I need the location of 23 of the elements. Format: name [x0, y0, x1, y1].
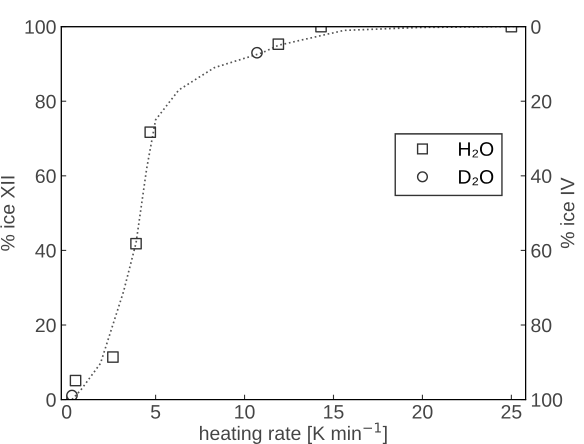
- y-tick-label: 20: [36, 318, 56, 332]
- y-tick-label: 80: [36, 94, 56, 108]
- y-tick-label: 100: [26, 20, 56, 34]
- legend-label: H₂O: [459, 142, 494, 158]
- y-tick-label: 0: [46, 393, 56, 407]
- y2-tick-label: 0: [531, 20, 541, 34]
- y-tick-label: 60: [36, 169, 56, 184]
- y-tick-label: 40: [35, 244, 56, 258]
- y2-axis-title: % ice IV: [560, 178, 574, 248]
- x-tick-label: 25: [502, 404, 522, 419]
- x-axis-title: heating rate [K min$^{−1}$]: [200, 422, 387, 444]
- x-tick-label: 15: [324, 405, 344, 419]
- x-tick-label: 10: [235, 404, 255, 419]
- y-axis-title: % ice XII: [0, 176, 15, 251]
- x-tick-label: 20: [412, 404, 432, 419]
- y2-tick-label: 60: [531, 244, 552, 258]
- legend-label: D₂O: [459, 170, 494, 186]
- x-tick-label: 5: [150, 405, 160, 419]
- y2-tick-label: 100: [532, 393, 562, 407]
- x-tick-label: 0: [62, 404, 72, 419]
- y2-tick-label: 20: [531, 94, 552, 108]
- y2-tick-label: 40: [530, 169, 552, 184]
- y2-tick-label: 80: [531, 318, 552, 332]
